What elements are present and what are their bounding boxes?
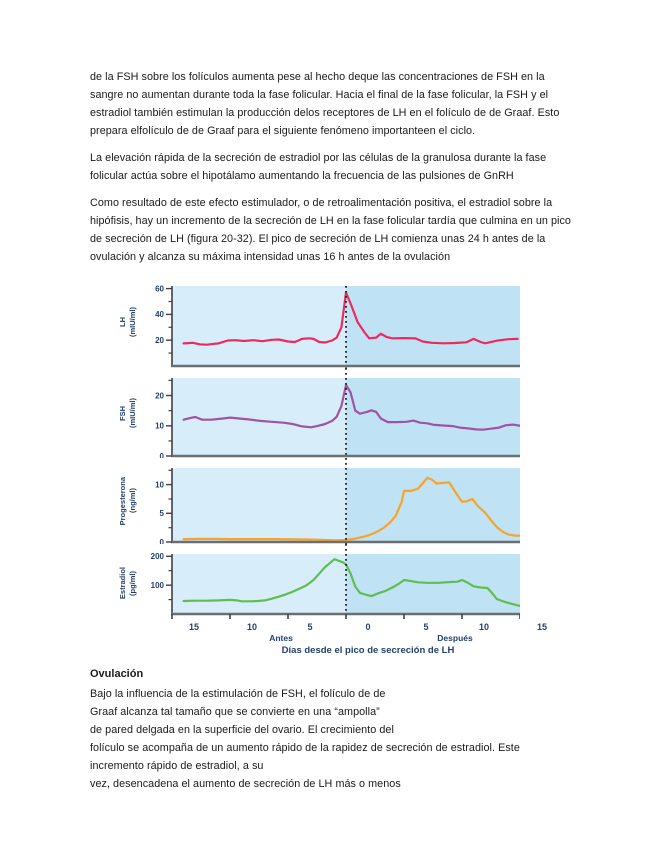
chart-plot-lh: 20 40 60 [155, 284, 520, 368]
chart-plot-fsh: 0 10 20 [155, 368, 520, 458]
lh-bg-after [346, 286, 520, 366]
chart-panels: LH (mIU/ml) 20 40 60 FSH (mIU/ml) 0 10 20 Progeste… [112, 276, 570, 622]
ovulation-line: de pared delgada en la superficie del ov… [90, 724, 394, 736]
chart-plot-progesterona: 0 5 10 [155, 458, 520, 544]
ovulation-line: folículo se acompaña de un aumento rápid… [90, 742, 520, 754]
lh-y-tick-label: 40 [155, 310, 164, 319]
x-tick-label: 5 [307, 622, 313, 632]
lh-y-tick-label: 60 [155, 284, 164, 293]
progesterona-bg-before [172, 468, 346, 542]
fsh-bg-before [172, 378, 346, 456]
chart-panel-estradiol: Estradiol (pg/ml) 100 200 [112, 544, 570, 622]
chart-panel-lh: LH (mIU/ml) 20 40 60 [112, 276, 570, 368]
x-axis-region-labels: Antes Después [194, 633, 542, 644]
paragraph-lh-peak: Como resultado de este efecto estimulado… [90, 197, 571, 263]
x-tick-label: 10 [478, 622, 490, 632]
fsh-y-tick-label: 10 [155, 422, 164, 431]
estradiol-bg-after [346, 554, 520, 614]
estradiol-curve [182, 558, 520, 608]
lh-bg-before [172, 286, 346, 366]
hormone-cycle-figure: LH (mIU/ml) 20 40 60 FSH (mIU/ml) 0 10 20 Progeste… [112, 276, 570, 656]
lh-y-tick-label: 20 [155, 336, 164, 345]
estradiol-y-axis-label: Estradiol (pg/ml) [118, 566, 137, 600]
x-tick-label: 15 [188, 622, 200, 632]
progesterona-y-axis-label: Progesterona (ng/ml) [118, 476, 137, 526]
ovulation-paragraph: Bajo la influencia de la estimulación de… [90, 685, 570, 793]
estradiol-bg-before [172, 554, 346, 614]
progesterona-curve [182, 476, 520, 542]
estradiol-y-tick-label: 200 [151, 552, 165, 561]
x-axis-title: Días desde el pico de secreción de LH [281, 645, 455, 656]
ovulation-line: Graaf alcanza tal tamaño que se conviert… [90, 706, 380, 718]
chart-panel-progesterona: Progesterona (ng/ml) 0 5 10 [112, 458, 570, 544]
chart-plot-estradiol: 100 200 [151, 544, 520, 619]
fsh-bg-after [346, 378, 520, 456]
fsh-y-axis-label: FSH (mIU/ml) [118, 398, 137, 428]
ovulation-line: vez, desencadena el aumento de secreción… [90, 778, 401, 790]
x-tick-label: 0 [365, 622, 371, 632]
x-region-label-antes: Antes [269, 633, 293, 643]
x-axis-tick-labels: 15 10 5 0 5 10 15 [189, 622, 547, 633]
fsh-curve [182, 383, 520, 431]
paragraph-fsh-follicles: de la FSH sobre los folículos aumenta pe… [90, 71, 560, 137]
x-tick-label: 5 [423, 622, 429, 632]
x-tick-label: 15 [536, 622, 548, 632]
lh-y-axis-label: LH (mIU/ml) [118, 307, 137, 337]
lh-curve [182, 291, 519, 346]
progesterona-y-tick-label: 5 [160, 509, 165, 518]
paragraph-estradiol-elevation: La elevación rápida de la secreción de e… [90, 152, 547, 182]
x-axis-block: 15 10 5 0 5 10 15 Antes Después Días desde el p… [189, 622, 547, 656]
x-tick-label: 10 [246, 622, 258, 632]
chart-panel-fsh: FSH (mIU/ml) 0 10 20 [112, 368, 570, 458]
estradiol-y-tick-label: 100 [151, 581, 165, 590]
ovulation-line: incremento rápido de estradiol, a su [90, 760, 264, 772]
ovulation-heading: Ovulación [90, 668, 144, 680]
fsh-y-tick-label: 0 [160, 452, 165, 458]
fsh-y-tick-label: 20 [155, 391, 164, 400]
progesterona-y-tick-label: 0 [160, 538, 165, 544]
progesterona-y-tick-label: 10 [155, 480, 164, 489]
ovulation-line: Bajo la influencia de la estimulación de… [90, 688, 386, 700]
x-region-label-despus: Después [437, 633, 473, 643]
